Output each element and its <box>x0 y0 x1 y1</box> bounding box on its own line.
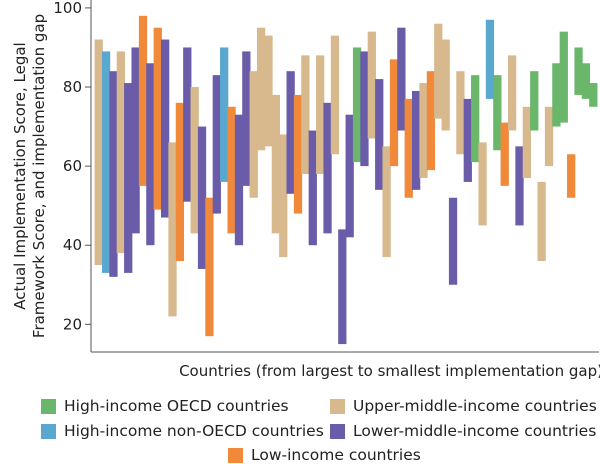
bar-upper-45 <box>419 83 428 178</box>
bar-lower-3 <box>109 71 118 277</box>
bar-upper-40 <box>382 146 391 258</box>
legend-item-oecd: High-income OECD countries <box>41 397 289 415</box>
bar-upper-22 <box>249 71 258 198</box>
y-axis-ticks: 20 40 60 80 100 <box>53 0 91 333</box>
bar-oecd-63 <box>552 63 561 127</box>
legend-swatch-nonoecd <box>41 423 56 439</box>
bar-upper-33 <box>330 35 340 155</box>
bar-lower-30 <box>308 130 317 246</box>
bar-lower-27 <box>286 71 295 194</box>
bar-upper-26 <box>279 134 288 258</box>
bar-upper-38 <box>367 31 376 139</box>
legend-label-lower: Lower-middle-income countries <box>353 422 597 440</box>
bar-upper-14 <box>190 87 199 234</box>
bar-lower-39 <box>375 79 384 190</box>
bar-upper-53 <box>478 142 487 226</box>
bar-lower-6 <box>131 47 140 234</box>
legend-swatch-oecd <box>41 398 56 414</box>
bars-layer <box>94 15 598 345</box>
bar-low-16 <box>205 197 214 337</box>
legend-swatch-lower <box>330 423 345 439</box>
bar-oecd-66 <box>574 47 583 95</box>
bar-lower-21 <box>242 51 251 186</box>
bar-oecd-36 <box>352 47 362 163</box>
bar-oecd-52 <box>471 75 480 163</box>
x-axis-title: Countries (from largest to smallest impl… <box>179 362 600 380</box>
y-tick-label-20: 20 <box>63 315 82 333</box>
legend-label-nonoecd: High-income non-OECD countries <box>64 422 324 440</box>
legend-swatch-low <box>228 447 243 463</box>
bar-lower-13 <box>183 47 192 202</box>
bar-low-12 <box>175 102 185 262</box>
bar-upper-62 <box>544 106 554 167</box>
bar-low-28 <box>293 94 303 214</box>
y-tick-label-80: 80 <box>63 78 82 96</box>
bar-lower-51 <box>463 98 472 182</box>
bar-upper-57 <box>507 55 517 131</box>
bar-oecd-55 <box>493 75 502 151</box>
legend-label-oecd: High-income OECD countries <box>64 397 289 415</box>
bar-lower-44 <box>412 90 421 190</box>
bar-oecd-67 <box>581 63 591 99</box>
bar-low-7 <box>138 15 148 186</box>
bar-upper-1 <box>94 39 103 265</box>
bar-lower-58 <box>515 146 524 226</box>
bar-low-65 <box>567 154 576 198</box>
y-axis-title-line-1: Actual Implementation Score, Legal <box>11 42 29 309</box>
bar-upper-48 <box>441 39 450 131</box>
bar-lower-17 <box>212 75 221 214</box>
bar-lower-42 <box>397 27 406 131</box>
bar-upper-31 <box>316 55 325 175</box>
bar-upper-47 <box>434 23 443 119</box>
bar-nonoecd-2 <box>101 51 111 273</box>
y-tick-label-100: 100 <box>53 0 82 17</box>
bar-oecd-60 <box>530 71 539 131</box>
bar-low-19 <box>227 106 236 234</box>
legend-label-upper: Upper-middle-income countries <box>353 397 597 415</box>
legend-item-upper: Upper-middle-income countries <box>330 397 597 415</box>
y-tick-label-40: 40 <box>63 236 82 254</box>
bar-upper-59 <box>522 106 531 178</box>
bar-upper-50 <box>456 71 465 155</box>
y-axis-title: Actual Implementation Score, Legal Framew… <box>11 14 48 338</box>
bar-low-9 <box>153 27 162 210</box>
bar-upper-61 <box>537 181 546 262</box>
legend-item-lower: Lower-middle-income countries <box>330 422 596 440</box>
bar-nonoecd-18 <box>220 47 229 182</box>
bar-upper-23 <box>256 27 266 151</box>
y-tick-label-60: 60 <box>63 157 82 175</box>
bar-low-46 <box>426 71 436 171</box>
legend-swatch-upper <box>330 398 345 414</box>
bar-lower-20 <box>234 114 244 246</box>
bar-lower-15 <box>197 126 207 269</box>
legend-item-low: Low-income countries <box>228 446 421 464</box>
bar-oecd-64 <box>559 31 568 123</box>
bar-nonoecd-54 <box>485 19 495 99</box>
bar-upper-29 <box>301 55 310 175</box>
bar-lower-35 <box>345 114 354 238</box>
bar-low-56 <box>500 122 509 186</box>
legend-item-nonoecd: High-income non-OECD countries <box>41 422 324 440</box>
bar-lower-8 <box>146 63 155 246</box>
bar-lower-10 <box>161 39 170 218</box>
legend: High-income OECD countries Upper-middle-… <box>0 392 600 464</box>
bar-upper-4 <box>116 51 125 254</box>
bar-upper-25 <box>271 94 280 234</box>
y-axis-title-line-2: Framework Score, and implementation gap <box>30 14 48 338</box>
legend-label-low: Low-income countries <box>251 446 421 464</box>
bar-lower-49 <box>448 197 458 285</box>
bar-lower-34 <box>338 229 347 345</box>
bar-lower-32 <box>323 102 332 234</box>
bar-low-43 <box>404 98 413 198</box>
bar-upper-11 <box>168 142 177 317</box>
bar-lower-5 <box>124 83 133 273</box>
bar-low-41 <box>389 59 399 167</box>
bar-lower-37 <box>360 51 369 167</box>
bar-oecd-68 <box>589 83 598 107</box>
bar-upper-24 <box>264 35 273 147</box>
chart-svg: Actual Implementation Score, Legal Framew… <box>11 0 600 380</box>
